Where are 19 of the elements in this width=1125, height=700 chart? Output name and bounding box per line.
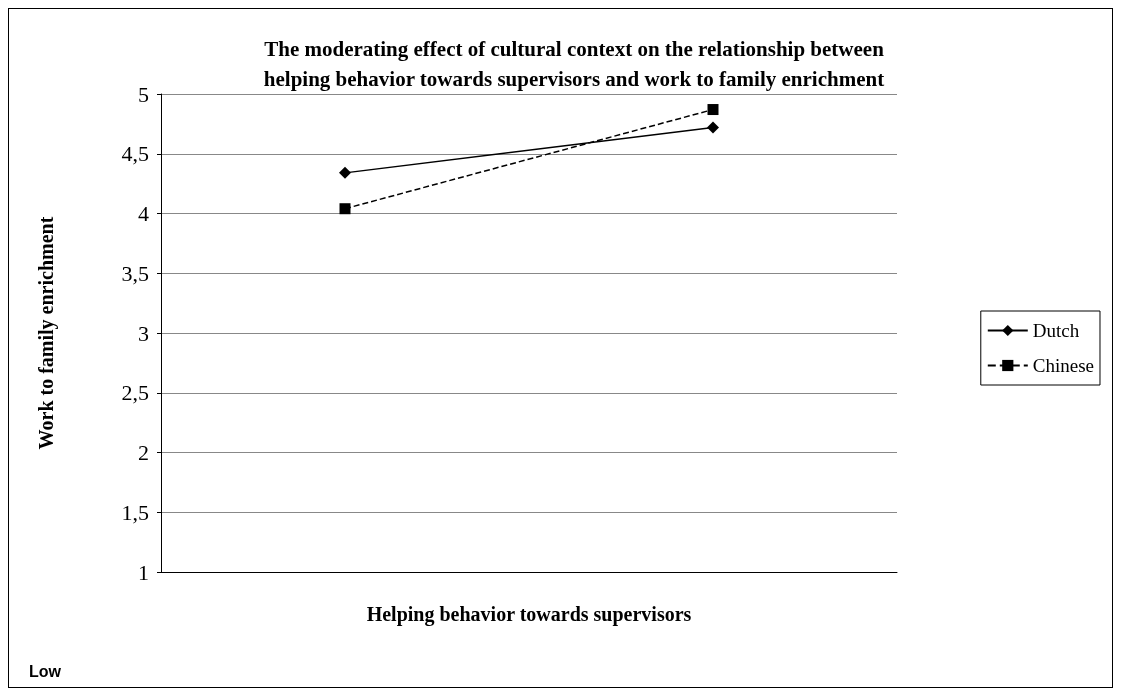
point (707, 121, 719, 134)
y-tick-label: 2 (138, 440, 149, 465)
y-tick-label: 3 (138, 320, 149, 346)
x-axis-title: Helping behavior towards supervisors (366, 603, 692, 626)
point (707, 104, 719, 116)
legend-label: Chinese (1032, 355, 1095, 376)
y-tick-label: 1 (138, 559, 149, 585)
y-tick-label: 5 (138, 81, 149, 107)
y-tick-label: 4 (138, 201, 149, 226)
legend-label: Dutch (1032, 320, 1080, 341)
y-tick-label: 4,5 (121, 141, 149, 167)
text: Low (29, 662, 62, 680)
point (339, 203, 351, 215)
y-tick-label: 2,5 (121, 380, 149, 406)
y-axis-title: Work to family enrichment (35, 216, 58, 450)
y-tick-label: 3,5 (121, 260, 149, 286)
y-tick-label: 1,5 (121, 499, 149, 525)
chart-title: The moderating effect of cultural context on the relationship between helping behavior towards supervisors and work to family enrichment (263, 37, 885, 91)
point (339, 166, 351, 179)
